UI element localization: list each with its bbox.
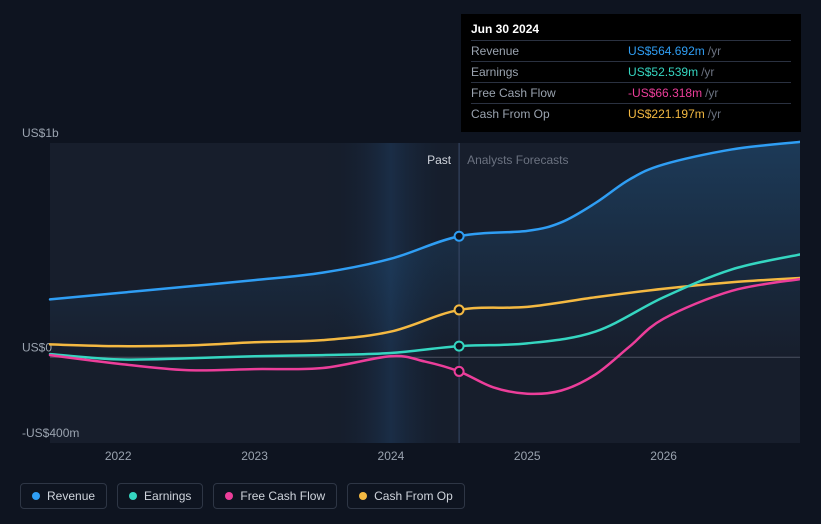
tooltip-row-value: US$52.539m/yr xyxy=(608,62,791,83)
svg-text:2022: 2022 xyxy=(105,449,132,463)
legend-item-label: Earnings xyxy=(144,489,191,503)
tooltip-row-label: Free Cash Flow xyxy=(471,83,608,104)
tooltip-row: EarningsUS$52.539m/yr xyxy=(471,62,791,83)
legend-item-earnings[interactable]: Earnings xyxy=(117,483,203,509)
legend-dot-icon xyxy=(225,492,233,500)
tooltip-row: Cash From OpUS$221.197m/yr xyxy=(471,104,791,125)
tooltip-row-label: Cash From Op xyxy=(471,104,608,125)
legend-dot-icon xyxy=(359,492,367,500)
tooltip-row: RevenueUS$564.692m/yr xyxy=(471,41,791,62)
svg-text:2023: 2023 xyxy=(241,449,268,463)
legend-item-fcf[interactable]: Free Cash Flow xyxy=(213,483,337,509)
tooltip-row-label: Revenue xyxy=(471,41,608,62)
svg-text:US$0: US$0 xyxy=(22,340,52,354)
legend-item-label: Revenue xyxy=(47,489,95,503)
legend-item-label: Free Cash Flow xyxy=(240,489,325,503)
svg-text:-US$400m: -US$400m xyxy=(22,426,79,440)
svg-text:US$1b: US$1b xyxy=(22,126,59,140)
tooltip-row-value: US$564.692m/yr xyxy=(608,41,791,62)
legend-item-cash_from_op[interactable]: Cash From Op xyxy=(347,483,465,509)
legend-dot-icon xyxy=(129,492,137,500)
chart-legend: Revenue Earnings Free Cash Flow Cash From O… xyxy=(20,483,465,509)
tooltip-date: Jun 30 2024 xyxy=(471,22,791,36)
legend-item-revenue[interactable]: Revenue xyxy=(20,483,107,509)
svg-text:2026: 2026 xyxy=(650,449,677,463)
svg-text:2024: 2024 xyxy=(378,449,405,463)
tooltip-row-label: Earnings xyxy=(471,62,608,83)
svg-text:2025: 2025 xyxy=(514,449,541,463)
legend-item-label: Cash From Op xyxy=(374,489,453,503)
chart-tooltip: Jun 30 2024 RevenueUS$564.692m/yrEarning… xyxy=(461,14,801,132)
tooltip-row-value: -US$66.318m/yr xyxy=(608,83,791,104)
legend-dot-icon xyxy=(32,492,40,500)
tooltip-table: RevenueUS$564.692m/yrEarningsUS$52.539m/… xyxy=(471,40,791,124)
past-section-label: Past xyxy=(427,153,451,167)
tooltip-row-value: US$221.197m/yr xyxy=(608,104,791,125)
forecast-section-label: Analysts Forecasts xyxy=(467,153,568,167)
tooltip-row: Free Cash Flow-US$66.318m/yr xyxy=(471,83,791,104)
